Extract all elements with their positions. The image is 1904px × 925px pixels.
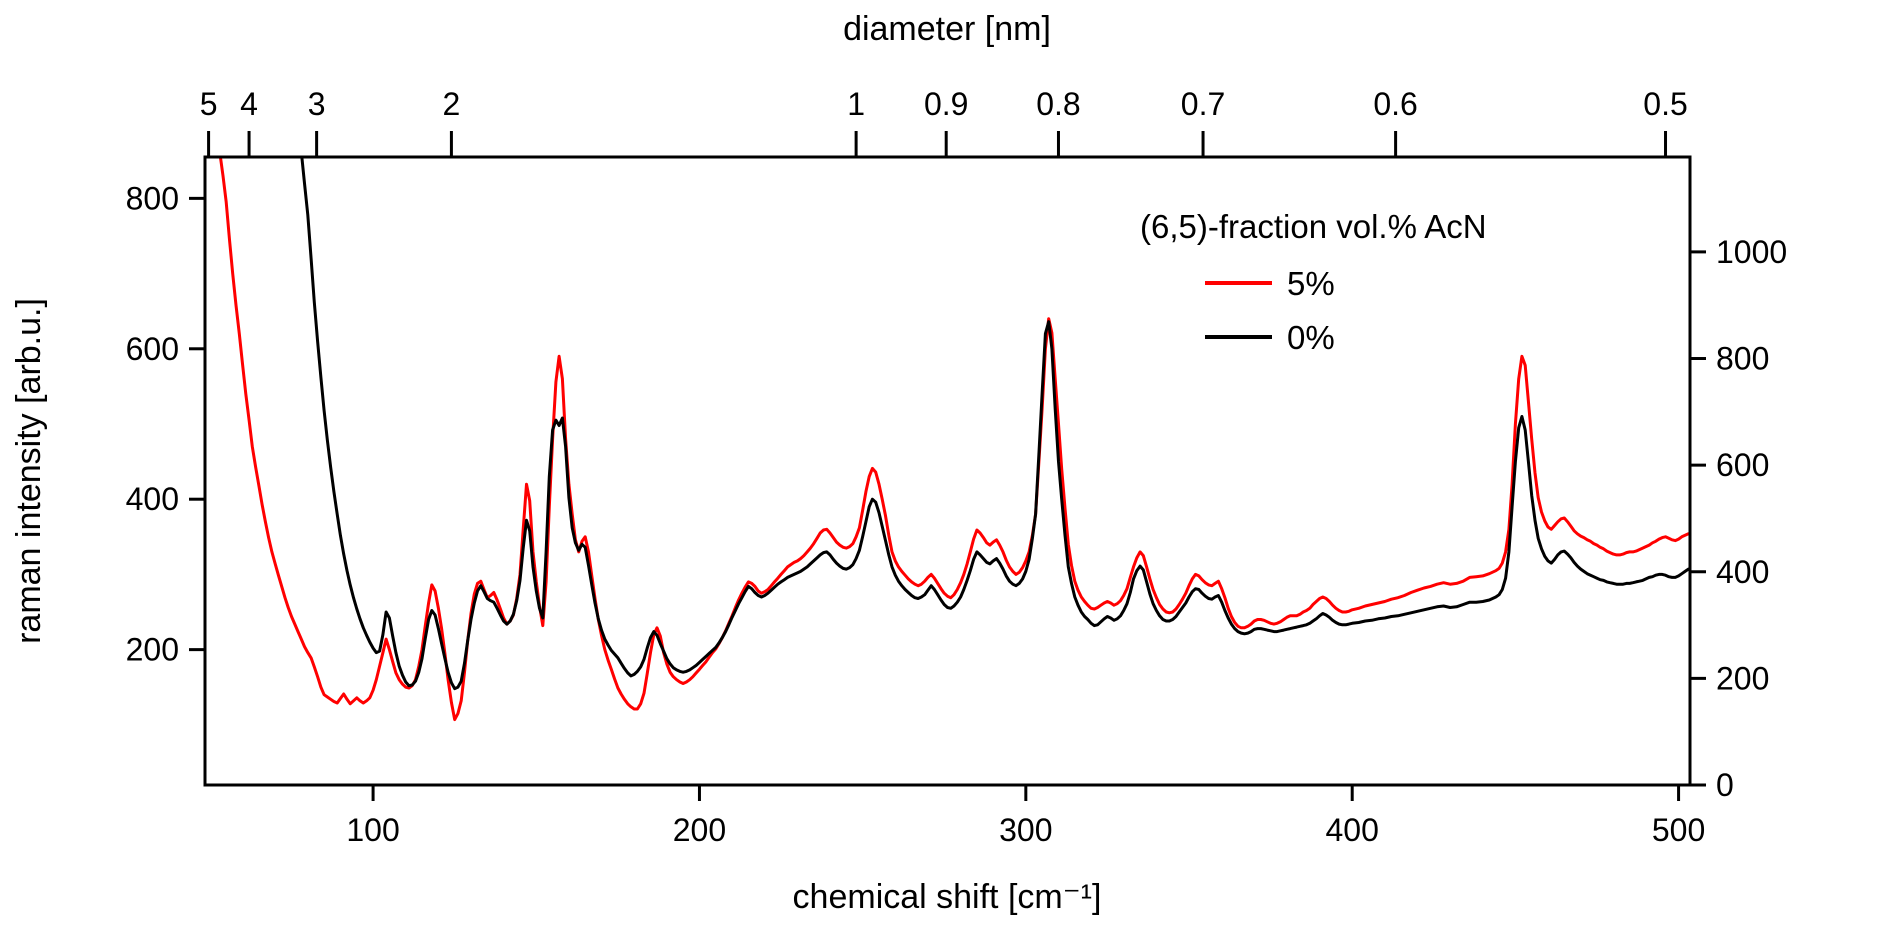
- bottom-tick-label-200: 200: [673, 812, 726, 848]
- top-tick-label-1: 1: [847, 86, 865, 122]
- bottom-tick-label-400: 400: [1326, 812, 1379, 848]
- right-tick-label-600: 600: [1716, 447, 1769, 483]
- legend-entry-5pct: 5%: [1205, 265, 1335, 302]
- top-tick-label-0.5: 0.5: [1643, 86, 1687, 122]
- right-tick-label-200: 200: [1716, 660, 1769, 696]
- series-0%: [300, 157, 1690, 691]
- left-axis-title: raman intensity [arb.u.]: [10, 298, 48, 644]
- bottom-tick-label-100: 100: [346, 812, 399, 848]
- left-tick-label-800: 800: [126, 180, 179, 216]
- left-tick-label-200: 200: [126, 632, 179, 668]
- series-5%: [218, 157, 1690, 722]
- bottom-axis-title: chemical shift [cm⁻¹]: [793, 878, 1102, 916]
- right-tick-label-800: 800: [1716, 341, 1769, 377]
- right-tick-label-1000: 1000: [1716, 234, 1787, 270]
- top-tick-label-5: 5: [200, 86, 218, 122]
- top-tick-label-0.7: 0.7: [1181, 86, 1225, 122]
- legend-title: (6,5)-fraction vol.% AcN: [1140, 208, 1487, 245]
- top-tick-label-4: 4: [240, 86, 258, 122]
- plot-generated-layer: 100 200 300 400 500 5 4 3 2 1 0.9 0.8 0.7 0.6 0.5 200 40…: [126, 86, 1788, 848]
- right-tick-label-0: 0: [1716, 767, 1734, 803]
- legend-label-5pct: 5%: [1287, 265, 1335, 302]
- right-tick-label-400: 400: [1716, 554, 1769, 590]
- top-tick-label-0.8: 0.8: [1036, 86, 1080, 122]
- bottom-tick-label-500: 500: [1652, 812, 1705, 848]
- left-tick-label-400: 400: [126, 481, 179, 517]
- top-tick-label-2: 2: [443, 86, 461, 122]
- legend-entry-0pct: 0%: [1205, 319, 1335, 356]
- top-tick-label-3: 3: [308, 86, 326, 122]
- legend: (6,5)-fraction vol.% AcN 5% 0%: [1140, 208, 1487, 356]
- plot-frame: [203, 155, 1692, 787]
- top-tick-label-0.6: 0.6: [1373, 86, 1417, 122]
- top-axis-title: diameter [nm]: [843, 10, 1051, 48]
- top-tick-label-0.9: 0.9: [924, 86, 968, 122]
- bottom-tick-label-300: 300: [999, 812, 1052, 848]
- legend-label-0pct: 0%: [1287, 319, 1335, 356]
- left-tick-label-600: 600: [126, 331, 179, 367]
